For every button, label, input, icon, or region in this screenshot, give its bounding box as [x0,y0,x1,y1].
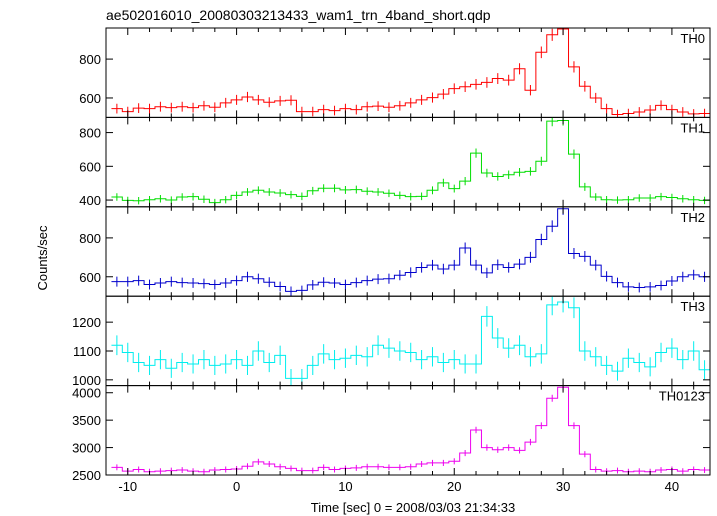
panel-th2: 600 800 TH2 [79,206,711,297]
panel-th1: 400 600 800 TH1 [79,116,711,208]
y-tick-label: 400 [79,193,101,208]
series-line-th0123 [111,386,710,473]
series-th2 [111,206,710,297]
series-th0123 [111,385,710,475]
panel-label: TH0 [680,31,705,46]
y-tick-label: 800 [79,126,101,141]
x-axis-label: Time [sec] 0 = 2008/03/03 21:34:33 [311,500,515,515]
chart-title: ae502016010_20080303213433_wam1_trn_4ban… [106,7,491,23]
panel-label: TH3 [680,299,705,314]
x-tick-label: 10 [338,479,352,494]
y-tick-label: 4000 [72,386,101,401]
panel-label: TH1 [680,120,705,135]
panel-frame [105,116,711,208]
y-tick-label: 1100 [73,344,101,359]
y-tick-label: 600 [79,159,101,174]
x-tick-label: 0 [233,479,240,494]
y-tick-label: 1000 [72,373,101,388]
y-tick-label: 2500 [72,468,101,483]
x-axis: -10 0 10 20 30 40 [118,479,679,494]
x-tick-label: 20 [447,479,461,494]
panel-frame [105,27,711,118]
y-tick-label: 800 [79,52,101,67]
y-tick-label: 600 [79,270,101,285]
y-tick-label: 3500 [72,413,101,428]
panel-th0: 600 800 TH0 [79,27,711,118]
series-th1 [111,117,710,207]
panel-th0123: 2500 3000 3500 4000 TH0123 [72,385,711,483]
panel-frame [105,295,711,387]
y-tick-label: 800 [79,231,101,246]
light-curve-panels: 600 800 TH0 400 600 800 TH1 600 800 TH2 1000 1100 12… [72,27,711,483]
panel-label: TH2 [680,210,705,225]
series-line-th3 [111,301,710,379]
series-line-th2 [111,208,710,292]
x-tick-label: 30 [556,479,570,494]
y-tick-label: 3000 [72,441,101,456]
x-tick-label: -10 [118,479,137,494]
series-line-th0 [111,28,710,115]
y-axis-label: Counts/sec [35,225,50,291]
series-th0 [111,28,710,118]
series-line-th1 [111,119,710,204]
y-tick-label: 600 [79,91,101,106]
panel-frame [105,385,711,476]
panel-th3: 1000 1100 1200 TH3 [72,295,711,388]
series-th3 [111,296,710,386]
x-tick-label: 40 [665,479,679,494]
y-tick-label: 1200 [72,315,101,330]
panel-label: TH0123 [659,389,705,404]
